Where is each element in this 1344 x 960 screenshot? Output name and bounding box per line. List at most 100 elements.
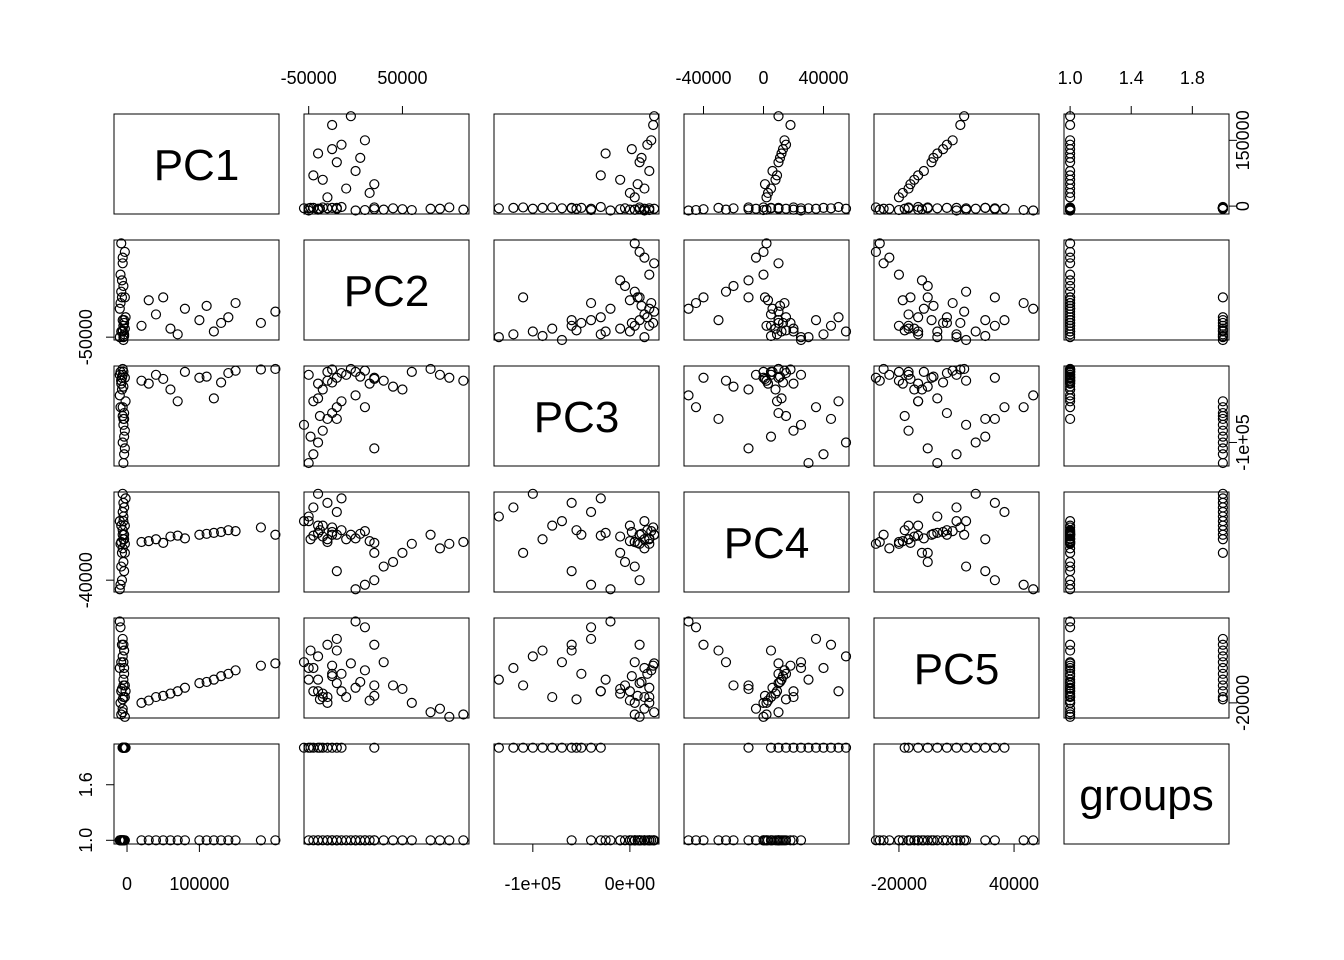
point [369, 575, 380, 586]
point [537, 534, 548, 545]
point [518, 742, 529, 753]
point [387, 556, 399, 568]
point [1018, 297, 1029, 309]
point [143, 295, 154, 306]
point [350, 616, 361, 627]
point [595, 530, 606, 541]
point [649, 111, 660, 122]
point [114, 390, 125, 401]
point [117, 694, 128, 705]
point [327, 522, 338, 533]
point [774, 300, 786, 312]
panel-frame [873, 491, 1040, 593]
point [773, 707, 784, 718]
point [119, 330, 130, 342]
point [369, 179, 380, 190]
point [989, 372, 1000, 383]
point [960, 561, 972, 572]
point [905, 179, 916, 190]
point [336, 668, 347, 679]
point [833, 742, 844, 753]
point [989, 835, 1000, 846]
point [308, 835, 319, 846]
point [624, 204, 635, 215]
point [884, 543, 895, 554]
point [913, 312, 924, 323]
point [928, 152, 939, 163]
point [639, 252, 650, 263]
point [913, 520, 924, 531]
point [143, 378, 154, 389]
point [619, 203, 631, 214]
point [434, 703, 446, 714]
point [1065, 707, 1076, 718]
point [803, 742, 814, 753]
point [713, 835, 724, 846]
point [980, 315, 991, 326]
point [255, 835, 267, 846]
point [298, 742, 310, 753]
point [970, 742, 981, 753]
point [951, 205, 962, 216]
point [230, 525, 241, 537]
point [1217, 686, 1228, 697]
point [406, 204, 417, 216]
point [788, 202, 799, 213]
x-tick-label: 1.8 [1180, 68, 1205, 88]
panel-frame [873, 743, 1040, 845]
point [223, 367, 234, 379]
point [773, 111, 784, 122]
point [1217, 694, 1228, 705]
point [1217, 674, 1228, 685]
point [825, 203, 837, 214]
point [556, 203, 568, 214]
point [720, 657, 732, 668]
point [355, 676, 366, 688]
panel-frame [1063, 617, 1230, 719]
point [1018, 579, 1029, 590]
point [905, 373, 916, 385]
point [937, 143, 949, 155]
point [312, 437, 324, 448]
point [683, 390, 694, 401]
point [230, 665, 241, 676]
point [913, 326, 924, 337]
point [639, 515, 650, 527]
point [1028, 303, 1039, 314]
point [314, 525, 326, 536]
point [893, 204, 905, 216]
panel-frame [873, 365, 1040, 467]
point [165, 531, 176, 542]
point [840, 203, 852, 214]
point [634, 538, 645, 549]
x-tick-label: 40000 [989, 874, 1039, 894]
point [955, 317, 966, 329]
point [743, 292, 754, 303]
point [636, 152, 647, 163]
point [158, 373, 169, 385]
point [937, 835, 949, 846]
point [759, 373, 771, 385]
point [1065, 413, 1076, 425]
point [759, 179, 771, 190]
point [960, 286, 972, 297]
point [698, 372, 709, 383]
point [1217, 437, 1228, 448]
point [566, 203, 577, 214]
point [378, 561, 389, 572]
point [999, 203, 1010, 214]
point [788, 323, 799, 334]
point [644, 538, 655, 549]
point [905, 292, 916, 303]
point [118, 280, 129, 292]
point [713, 202, 724, 213]
point [649, 707, 660, 718]
point [903, 835, 914, 846]
point [913, 170, 924, 181]
point [331, 157, 342, 168]
point [120, 396, 131, 407]
point [117, 325, 128, 336]
point [508, 742, 519, 753]
point [634, 246, 645, 258]
point [305, 534, 316, 545]
